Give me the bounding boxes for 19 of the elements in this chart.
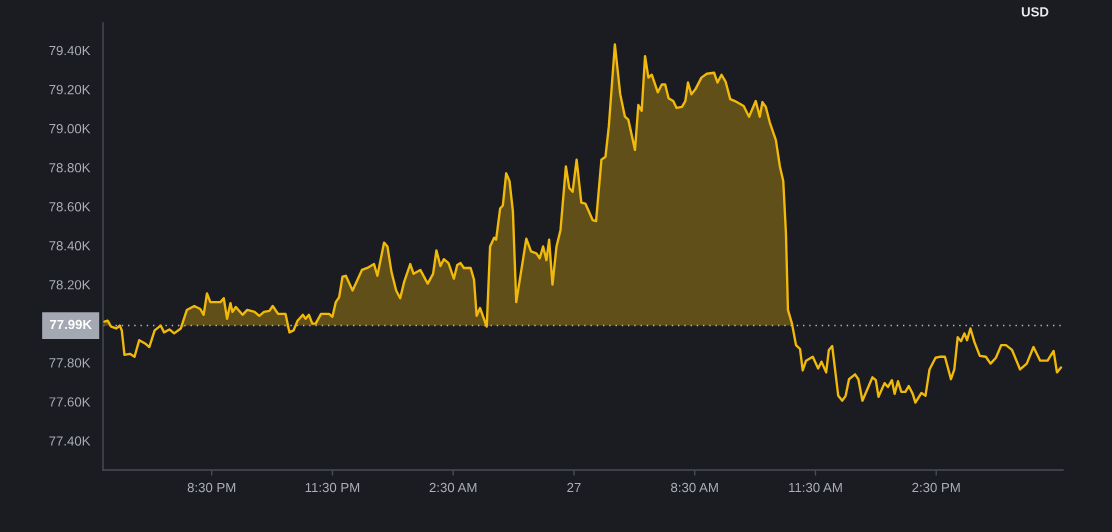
y-tick-label: 77.40K	[49, 436, 91, 446]
y-tick-label: 79.20K	[49, 84, 91, 95]
y-tick-label: 77.80K	[49, 358, 91, 368]
y-tick-label: 78.40K	[49, 241, 91, 251]
y-tick-label: 78.20K	[49, 280, 91, 290]
y-tick-label: 78.60K	[49, 202, 91, 212]
x-tick-label: 11:30 PM	[305, 482, 360, 493]
x-tick-label: 27	[567, 482, 581, 493]
y-tick-label: 77.60K	[49, 397, 91, 407]
y-tick-label: 79.40K	[49, 45, 91, 56]
ref-line-label: 77.99K	[49, 319, 92, 330]
y-tick-label: 78.80K	[49, 163, 91, 173]
text: USD	[1021, 7, 1049, 17]
x-tick-label: 2:30 PM	[912, 482, 960, 493]
x-tick-label: 8:30 PM	[187, 482, 236, 493]
y-tick-label: 79.00K	[49, 123, 91, 134]
x-tick-label: 2:30 AM	[429, 482, 477, 493]
x-tick-label: 11:30 AM	[789, 482, 842, 493]
x-tick-label: 8:30 AM	[671, 482, 718, 493]
